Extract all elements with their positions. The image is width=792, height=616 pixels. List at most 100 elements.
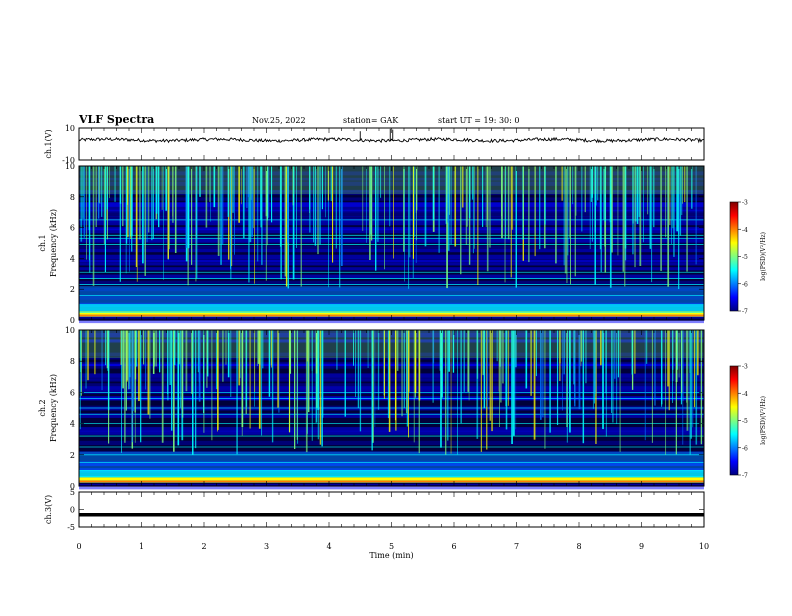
ch1-spectrogram-haze <box>79 274 704 279</box>
ch1-spectrogram-haze <box>79 208 704 211</box>
ch1-waveform-frame <box>78 127 705 161</box>
y-tick-label: -10 <box>62 156 75 165</box>
ch1-spectrogram-haze <box>79 212 704 218</box>
ch2-spectrogram-haze <box>79 377 704 382</box>
header-station: station= GAK <box>343 116 399 125</box>
ch1-spectrogram-ylabel-channel: ch.1 <box>38 234 47 251</box>
ch1-spectrogram-panel: 0 2 4 6 8 10 ch.1 Frequency (kHz) <box>38 162 705 325</box>
ch1-spectrogram-ylabel-frequency: Frequency (kHz) <box>49 209 58 277</box>
ch1-spectrogram-haze <box>79 221 704 226</box>
header-start-time: start UT = 19: 30: 0 <box>438 116 519 125</box>
y-tick-label: 4 <box>70 254 75 263</box>
ch2-spectrogram-haze <box>79 431 704 435</box>
x-tick-label: 2 <box>201 542 206 551</box>
x-tick-label: 0 <box>76 542 81 551</box>
header-date: Nov.25, 2022 <box>252 116 306 125</box>
ch1-spectrogram-haze <box>79 205 704 210</box>
ch2-spectrogram-haze <box>79 363 704 367</box>
ch1-spectrogram-haze <box>79 254 704 260</box>
ch1-waveform-line <box>78 136 705 144</box>
ch1-spectrogram-haze <box>79 202 704 208</box>
y-tick-label: 4 <box>70 420 75 429</box>
x-tick-label: 10 <box>699 542 709 551</box>
ch2-spectrogram-haze <box>79 427 704 432</box>
ch1-spectrogram-haze <box>79 210 704 213</box>
ch2-spectrogram-ylabel-channel: ch.2 <box>38 399 47 416</box>
time-axis: 0 1 2 3 4 5 6 7 8 9 10 Time (min) <box>76 542 709 560</box>
y-tick-label: 0 <box>70 506 75 515</box>
ch1-waveform-panel: 10 -10 ch.1(V) <box>44 124 705 165</box>
ch1-spectrogram-haze <box>79 248 704 253</box>
ch2-colorbar-tick-label: -4 <box>742 391 748 398</box>
ch2-spectrogram-ylabel-frequency: Frequency (kHz) <box>49 374 58 442</box>
y-tick-label: 0 <box>70 482 75 491</box>
ch1-colorbar-tick-label: -3 <box>742 200 748 207</box>
ch3-waveform-frame <box>78 491 705 528</box>
ch2-spectrogram-haze <box>79 357 704 360</box>
ch1-spectrogram-haze <box>79 189 704 193</box>
ch1-spectrogram-haze <box>79 177 704 181</box>
ch1-colorbar-tick-label: -6 <box>742 281 748 288</box>
ch1-spectrogram-haze <box>79 319 704 324</box>
ch2-colorbar-tick-label: -5 <box>742 418 748 425</box>
ch2-spectrogram-haze <box>79 485 704 490</box>
ch2-spectrogram-haze <box>79 333 704 338</box>
ch1-spectrogram-haze <box>79 197 704 201</box>
ch2-colorbar-tick-label: -6 <box>742 445 748 452</box>
ch1-colorbar <box>729 201 739 312</box>
ch1-spectrogram-lowfreq-line <box>79 311 704 315</box>
x-tick-label: 3 <box>264 542 269 551</box>
ch1-spectrogram-haze <box>79 228 704 234</box>
ch1-colorbar-tick-label: -5 <box>742 254 748 261</box>
y-tick-label: 2 <box>70 451 75 460</box>
x-tick-label: 1 <box>139 542 144 551</box>
y-tick-label: 2 <box>70 285 75 294</box>
ch2-spectrogram-haze <box>79 352 704 357</box>
ch2-spectrogram-frame <box>78 329 705 487</box>
y-tick-label: 0 <box>70 316 75 325</box>
colorbars: -3 -4 -5 -6 -7 log(PSD)(V²/Hz) -3 -4 -5 -6 -7 log(P… <box>729 200 767 480</box>
y-tick-label: 6 <box>70 388 75 397</box>
y-tick-label: -5 <box>67 523 75 532</box>
y-tick-label: 5 <box>70 488 75 497</box>
x-tick-label: 5 <box>389 542 394 551</box>
ch2-spectrogram-lowfreq-line <box>79 477 704 481</box>
y-tick-label: 10 <box>65 326 75 335</box>
ch2-colorbar-tick-label: -3 <box>742 364 748 371</box>
ch1-colorbar-tick-label: -7 <box>742 309 748 316</box>
ch1-spectrogram-haze <box>79 171 704 176</box>
ch2-spectrogram-haze <box>79 373 704 378</box>
ch2-spectrogram-haze <box>79 385 704 390</box>
x-tick-label: 9 <box>639 542 644 551</box>
x-tick-label: 6 <box>451 542 456 551</box>
x-tick-label: 7 <box>514 542 519 551</box>
ch2-colorbar-label: log(PSD)(V²/Hz) <box>760 396 767 445</box>
x-tick-label: 8 <box>576 542 581 551</box>
ch1-spectrogram-haze <box>79 181 704 186</box>
y-tick-label: 6 <box>70 224 75 233</box>
ch1-spectrogram-frame <box>78 165 705 321</box>
ch2-colorbar <box>729 365 739 476</box>
ch1-spectrogram-haze <box>79 259 704 263</box>
ch1-waveform-ylabel: ch.1(V) <box>44 129 53 158</box>
ch2-colorbar-tick-label: -7 <box>742 473 748 480</box>
ch1-colorbar-label: log(PSD)(V²/Hz) <box>760 232 767 281</box>
ch1-spectrogram-haze <box>79 190 704 196</box>
ch1-spectrogram-haze <box>79 280 704 286</box>
ch2-spectrogram-haze <box>79 339 704 342</box>
ch1-spectrogram-haze <box>79 267 704 271</box>
ch2-spectrogram-haze <box>79 440 704 446</box>
y-tick-label: 8 <box>70 357 75 366</box>
ch3-waveform-ylabel: ch.3(V) <box>44 495 53 524</box>
y-tick-label: 10 <box>65 124 75 133</box>
ch2-spectrogram-haze <box>79 364 704 369</box>
ch1-colorbar-tick-label: -4 <box>742 227 748 234</box>
ch3-waveform-panel: 5 0 -5 ch.3(V) <box>44 488 705 532</box>
ch2-spectrogram-haze <box>79 383 704 388</box>
x-axis-label: Time (min) <box>369 551 413 560</box>
x-tick-label: 4 <box>326 542 331 551</box>
ch2-spectrogram-haze <box>79 361 704 364</box>
ch1-spectrogram-haze <box>79 238 704 244</box>
ch1-spectrogram-haze <box>79 262 704 266</box>
